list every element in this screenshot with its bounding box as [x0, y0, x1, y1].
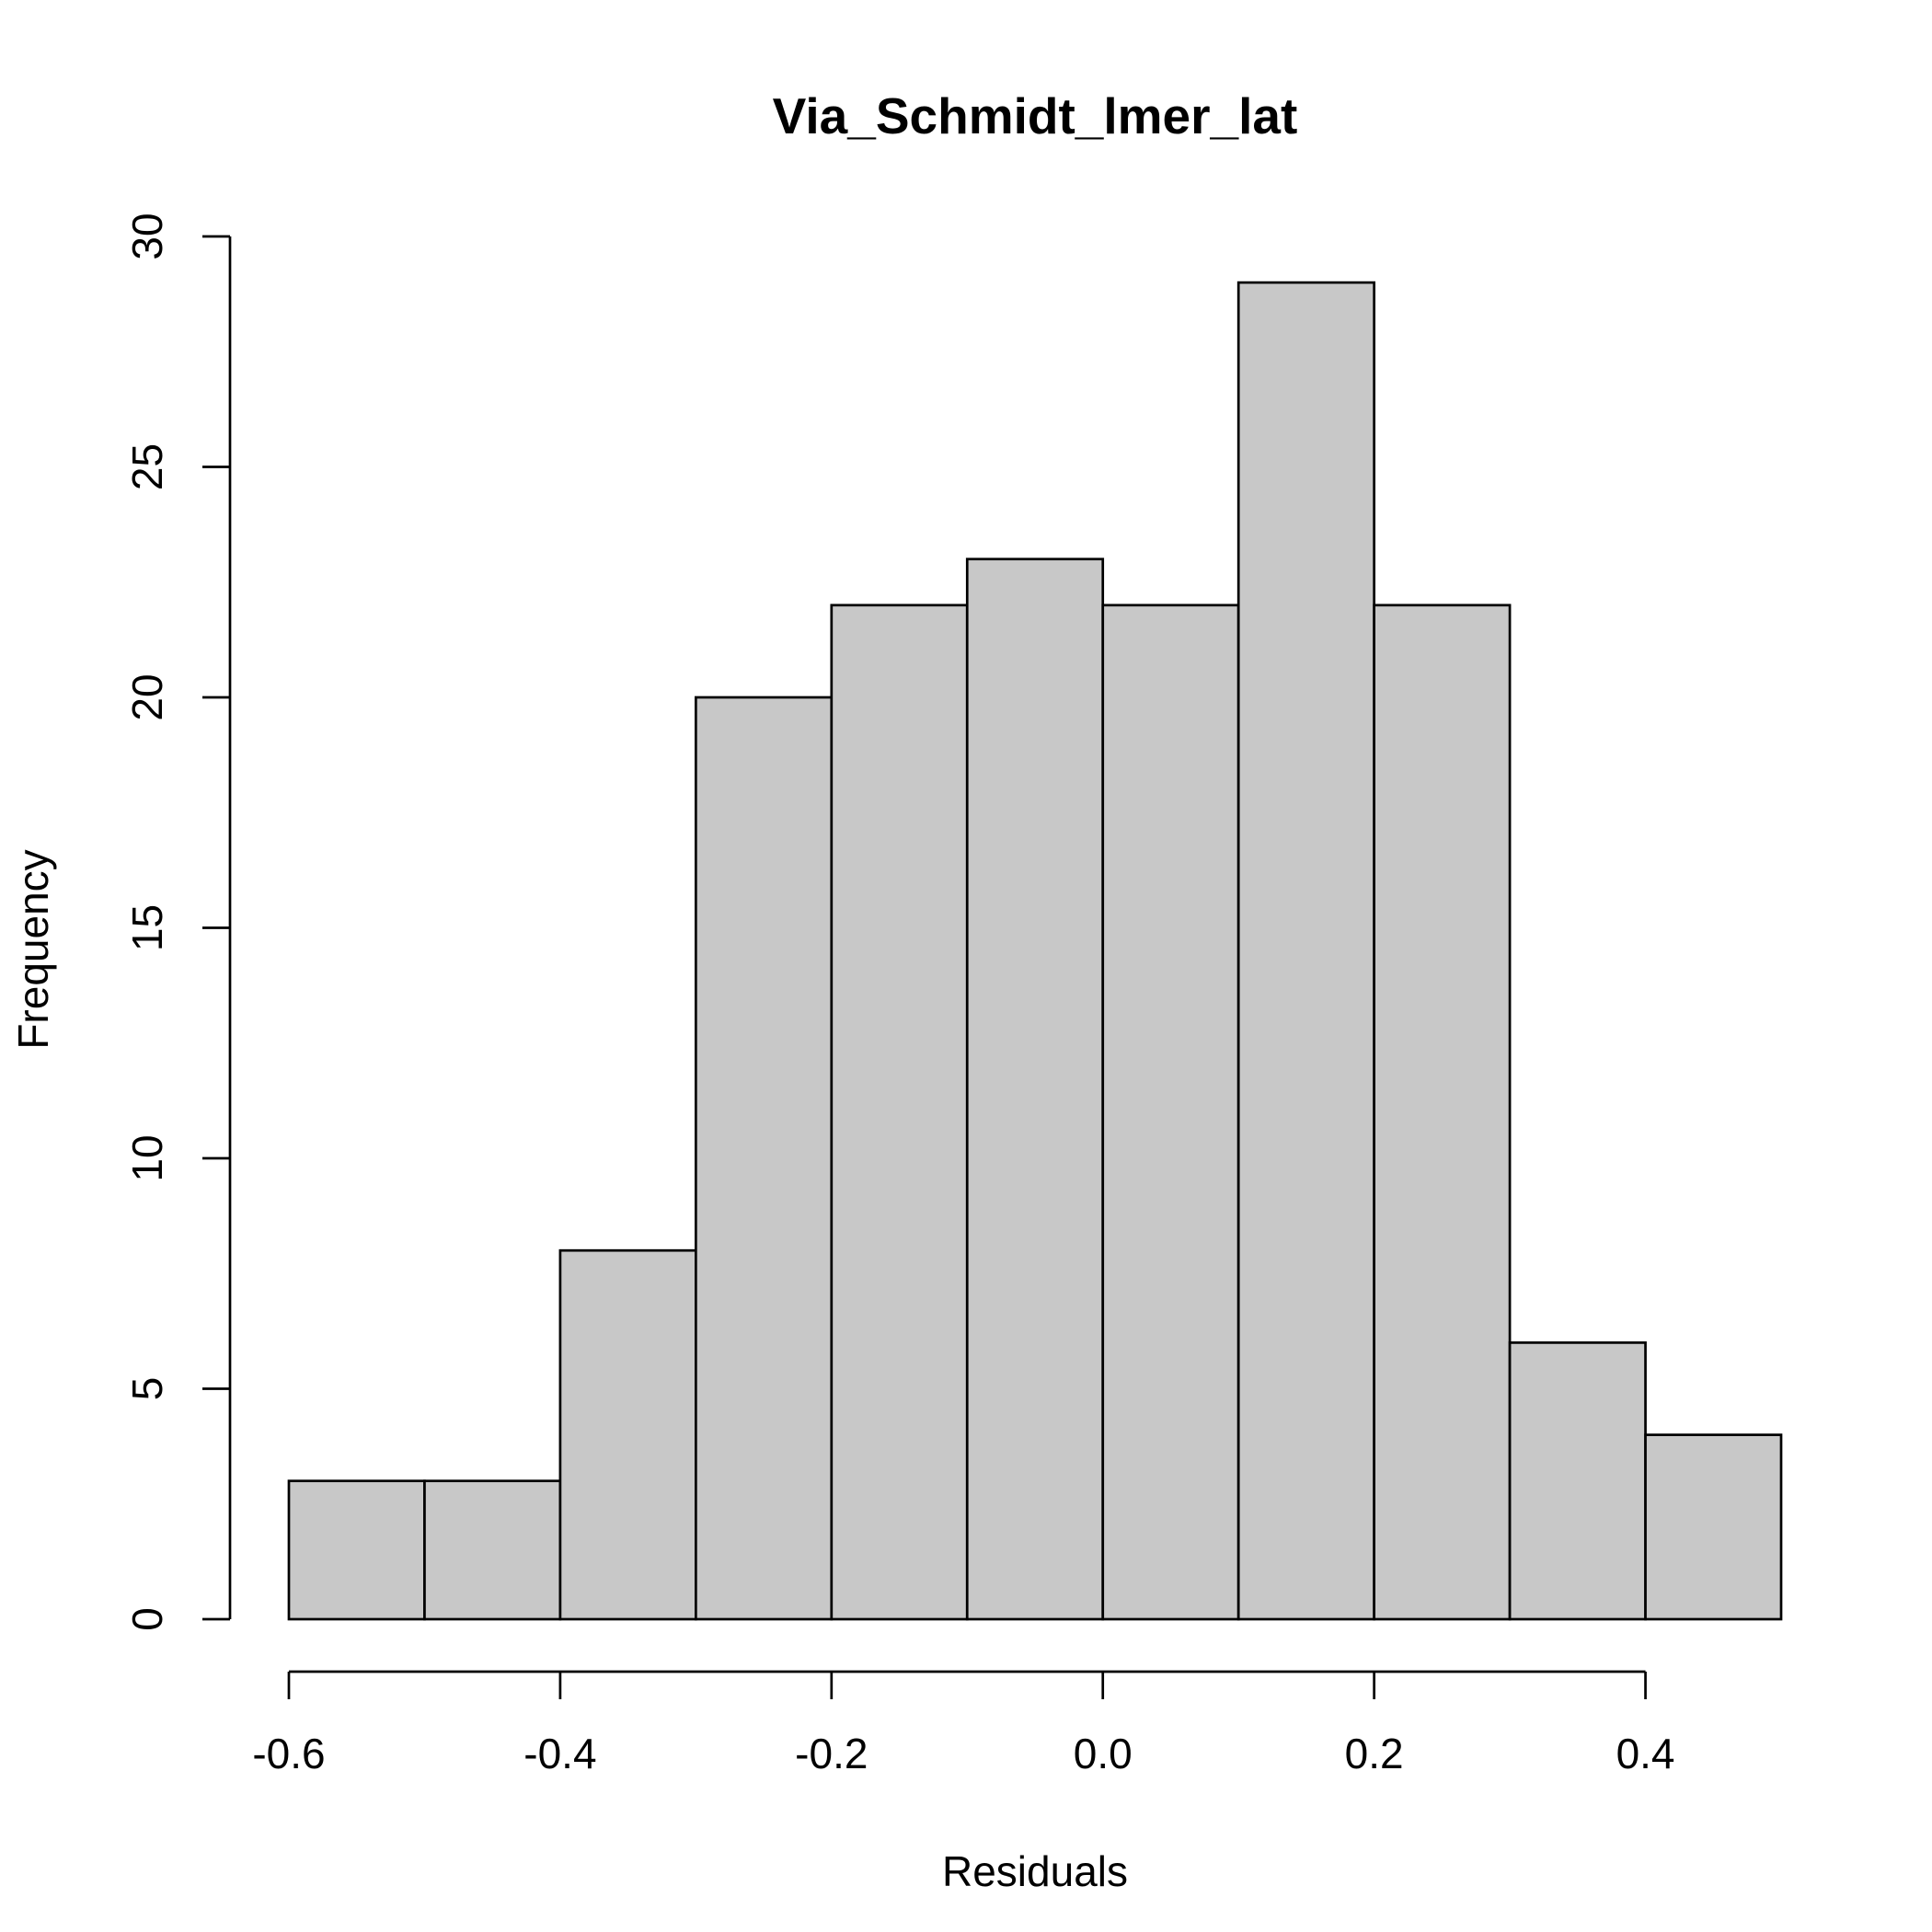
histogram-bar-4 [695, 696, 834, 1621]
x-tick-label: 0.0 [1074, 1730, 1133, 1777]
y-tick-label: 20 [123, 673, 171, 720]
chart-title: Via_Schmidt_lmer_lat [773, 87, 1298, 144]
y-tick-label: 25 [123, 443, 171, 490]
histogram-bar-3 [558, 1248, 697, 1621]
histogram-bar-11 [1644, 1433, 1783, 1621]
histogram-bar-8 [1236, 281, 1375, 1621]
histogram-bar-1 [287, 1479, 426, 1621]
histogram-bar-6 [965, 558, 1105, 1621]
y-tick-label: 10 [123, 1134, 171, 1181]
x-tick-label: 0.4 [1616, 1730, 1675, 1777]
y-tick-label: 0 [123, 1607, 171, 1631]
x-tick-label: 0.2 [1345, 1730, 1404, 1777]
bars-group [287, 281, 1783, 1621]
x-axis-label: Residuals [942, 1847, 1128, 1895]
histogram-bar-9 [1373, 604, 1512, 1621]
y-tick-label: 30 [123, 213, 171, 259]
x-tick-label: -0.4 [523, 1730, 596, 1777]
x-axis: -0.6 -0.4 -0.2 0.0 0.2 0.4 [252, 1670, 1675, 1777]
x-tick-label: -0.2 [795, 1730, 868, 1777]
histogram-bar-7 [1101, 604, 1240, 1621]
y-tick-label: 15 [123, 904, 171, 951]
histogram-bar-2 [423, 1479, 562, 1621]
histogram-bar-10 [1508, 1341, 1647, 1621]
y-axis: 0 5 10 15 20 25 30 [123, 213, 232, 1631]
x-tick-label: -0.6 [252, 1730, 325, 1777]
y-axis-label: Frequency [9, 849, 57, 1049]
y-tick-label: 5 [123, 1377, 171, 1401]
histogram-bar-5 [830, 604, 969, 1621]
